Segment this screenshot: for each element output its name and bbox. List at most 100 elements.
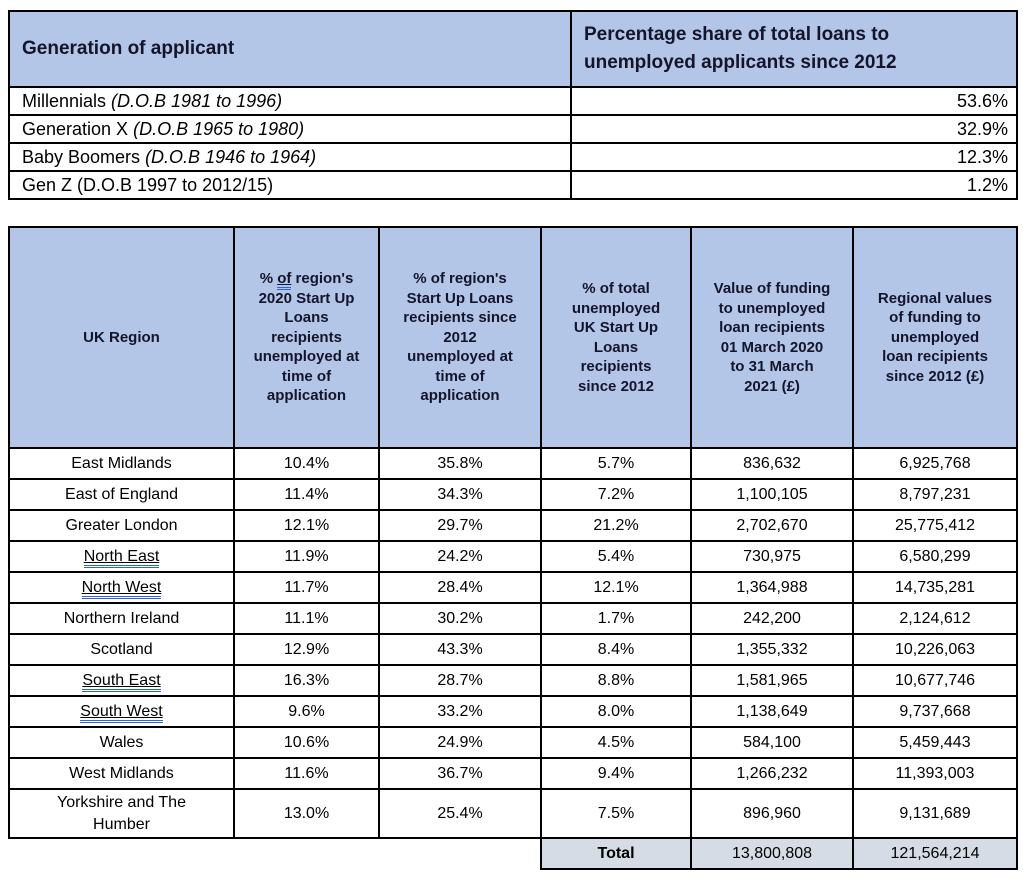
pct-unemployed-2020-cell: 10.4% — [233, 447, 380, 480]
funding-2020-21-cell: 242,200 — [690, 602, 854, 635]
pct-unemployed-since-2012-cell: 34.3% — [378, 478, 542, 511]
region-header-pct-total: % of total unemployed UK Start Up Loans … — [540, 226, 692, 449]
table-spacer — [8, 200, 1016, 226]
region-name: South East — [82, 671, 161, 692]
pct-unemployed-since-2012-cell: 29.7% — [378, 509, 542, 542]
pct-unemployed-since-2012-cell: 36.7% — [378, 757, 542, 790]
generation-row: Millennials (D.O.B 1981 to 1996) 53.6% — [8, 86, 1018, 116]
region-name-cell: East Midlands — [8, 447, 235, 480]
region-row: South East 16.3% 28.7% 8.8% 1,581,965 10,677,… — [8, 664, 1018, 697]
pct-unemployed-2020-cell: 11.7% — [233, 571, 380, 604]
pct-total-unemployed-cell: 12.1% — [540, 571, 692, 604]
funding-2020-21-cell: 730,975 — [690, 540, 854, 573]
header-text-pre: % — [259, 270, 278, 288]
region-row: East of England 11.4% 34.3% 7.2% 1,100,105 8,… — [8, 478, 1018, 511]
generation-label-cell: Baby Boomers (D.O.B 1946 to 1964) — [8, 142, 572, 172]
generation-header-row: Generation of applicant Percentage share… — [8, 10, 1018, 88]
region-name-cell: Northern Ireland — [8, 602, 235, 635]
region-name-cell: East of England — [8, 478, 235, 511]
funding-since-2012-cell: 14,735,281 — [852, 571, 1018, 604]
region-name-cell: South East — [8, 664, 235, 697]
region-row: Scotland 12.9% 43.3% 8.4% 1,355,332 10,226,06… — [8, 633, 1018, 666]
empty-cell — [9, 838, 234, 869]
pct-unemployed-since-2012-cell: 43.3% — [378, 633, 542, 666]
region-name-cell: West Midlands — [8, 757, 235, 790]
generation-table: Generation of applicant Percentage share… — [8, 10, 1018, 200]
region-name: Wales — [99, 733, 144, 751]
region-header-funding-2020-21: Value of funding to unemployed loan reci… — [690, 226, 854, 449]
pct-total-unemployed-cell: 8.0% — [540, 695, 692, 728]
pct-unemployed-since-2012-cell: 30.2% — [378, 602, 542, 635]
funding-since-2012-cell: 2,124,612 — [852, 602, 1018, 635]
funding-since-2012-cell: 6,925,768 — [852, 447, 1018, 480]
funding-2020-21-cell: 584,100 — [690, 726, 854, 759]
region-name: Yorkshire and The Humber — [57, 794, 186, 833]
region-name: North West — [81, 578, 162, 599]
pct-unemployed-since-2012-cell: 24.2% — [378, 540, 542, 573]
funding-2020-21-cell: 896,960 — [690, 787, 854, 840]
region-row: South West 9.6% 33.2% 8.0% 1,138,649 9,737,66… — [8, 695, 1018, 728]
funding-since-2012-cell: 11,393,003 — [852, 757, 1018, 790]
pct-total-unemployed-cell: 9.4% — [540, 757, 692, 790]
generation-share-value: 32.9% — [570, 114, 1018, 144]
generation-label-cell: Millennials (D.O.B 1981 to 1996) — [8, 86, 572, 116]
generation-label-cell: Generation X (D.O.B 1965 to 1980) — [8, 114, 572, 144]
funding-since-2012-cell: 9,131,689 — [852, 787, 1018, 840]
generation-share-value: 1.2% — [570, 170, 1018, 200]
region-name: East Midlands — [71, 454, 172, 472]
funding-since-2012-cell: 10,226,063 — [852, 633, 1018, 666]
funding-since-2012-cell: 10,677,746 — [852, 664, 1018, 697]
funding-since-2012-cell: 25,775,412 — [852, 509, 1018, 542]
funding-2020-21-cell: 1,100,105 — [690, 478, 854, 511]
pct-unemployed-since-2012-cell: 35.8% — [378, 447, 542, 480]
header-text-post: region's 2020 Start Up Loans recipients … — [253, 270, 360, 405]
pct-unemployed-2020-cell: 12.9% — [233, 633, 380, 666]
empty-cell — [379, 838, 541, 869]
pct-total-unemployed-cell: 1.7% — [540, 602, 692, 635]
region-header-row: UK Region % of region's 2020 Start Up Lo… — [8, 226, 1018, 449]
region-name-cell: Greater London — [8, 509, 235, 542]
region-name-cell: North East — [8, 540, 235, 573]
pct-total-unemployed-cell: 5.7% — [540, 447, 692, 480]
region-name-cell: North West — [8, 571, 235, 604]
grammar-underlined-word: of — [277, 270, 292, 291]
funding-since-2012-cell: 8,797,231 — [852, 478, 1018, 511]
region-name: East of England — [65, 485, 178, 503]
region-name: Greater London — [65, 516, 178, 534]
generation-name: Baby Boomers — [22, 146, 146, 167]
funding-since-2012-cell: 6,580,299 — [852, 540, 1018, 573]
pct-unemployed-2020-cell: 11.1% — [233, 602, 380, 635]
region-name: Scotland — [90, 640, 153, 658]
region-header-pct-since-2012: % of region's Start Up Loans recipients … — [378, 226, 542, 449]
generation-label-cell: Gen Z (D.O.B 1997 to 2012/15) — [8, 170, 572, 200]
total-funding-since-2012-cell: 121,564,214 — [852, 837, 1018, 871]
funding-since-2012-cell: 5,459,443 — [852, 726, 1018, 759]
generation-row: Generation X (D.O.B 1965 to 1980) 32.9% — [8, 114, 1018, 144]
pct-unemployed-2020-cell: 10.6% — [233, 726, 380, 759]
region-name: North East — [83, 547, 160, 568]
pct-unemployed-since-2012-cell: 33.2% — [378, 695, 542, 728]
pct-total-unemployed-cell: 8.8% — [540, 664, 692, 697]
pct-unemployed-2020-cell: 9.6% — [233, 695, 380, 728]
funding-2020-21-cell: 1,581,965 — [690, 664, 854, 697]
funding-2020-21-cell: 1,355,332 — [690, 633, 854, 666]
funding-2020-21-cell: 1,364,988 — [690, 571, 854, 604]
generation-header-share: Percentage share of total loans to unemp… — [570, 10, 1018, 88]
generation-name: Generation X — [22, 118, 134, 139]
generation-dob: (D.O.B 1946 to 1964) — [145, 146, 317, 167]
region-row: East Midlands 10.4% 35.8% 5.7% 836,632 6,925,… — [8, 447, 1018, 480]
region-header-uk-region: UK Region — [8, 226, 235, 449]
pct-total-unemployed-cell: 5.4% — [540, 540, 692, 573]
pct-unemployed-2020-cell: 11.6% — [233, 757, 380, 790]
pct-total-unemployed-cell: 8.4% — [540, 633, 692, 666]
region-name-cell: Scotland — [8, 633, 235, 666]
region-name-cell: Wales — [8, 726, 235, 759]
region-row: North West 11.7% 28.4% 12.1% 1,364,988 14,735… — [8, 571, 1018, 604]
region-name: South West — [80, 702, 163, 723]
pct-unemployed-2020-cell: 12.1% — [233, 509, 380, 542]
generation-name: Millennials — [22, 90, 112, 111]
funding-2020-21-cell: 836,632 — [690, 447, 854, 480]
generation-row: Baby Boomers (D.O.B 1946 to 1964) 12.3% — [8, 142, 1018, 172]
pct-unemployed-since-2012-cell: 25.4% — [378, 787, 542, 840]
funding-2020-21-cell: 2,702,670 — [690, 509, 854, 542]
